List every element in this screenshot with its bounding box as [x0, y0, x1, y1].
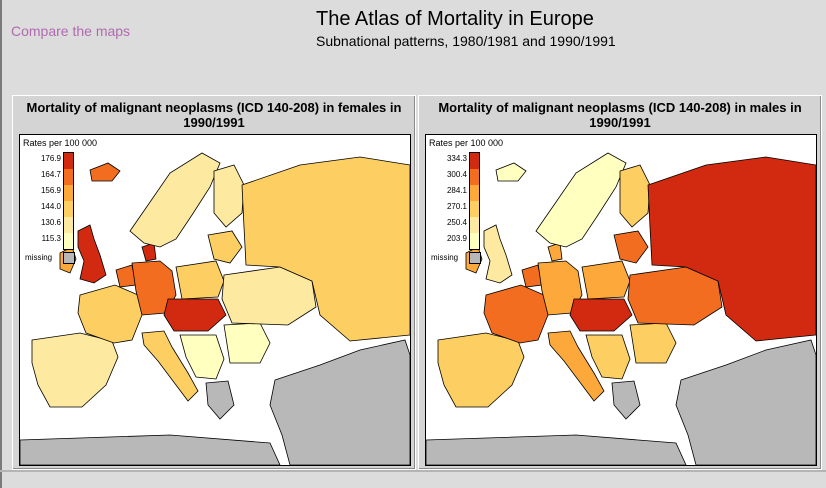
region-romania-bulgaria[interactable] [223, 322, 271, 364]
region-scandinavia[interactable] [535, 152, 627, 248]
legend-break-label: 144.0 [40, 202, 61, 211]
legend-break-label: 284.1 [446, 186, 467, 195]
europe-map-svg [20, 152, 410, 465]
legend-swatch [64, 169, 73, 185]
legend-swatch [470, 233, 479, 249]
region-iberia[interactable] [31, 332, 119, 408]
region-france[interactable] [77, 284, 143, 344]
choropleth-map-females[interactable]: Rates per 100 000 176.9 164.7 156.9 144.… [19, 134, 411, 466]
compare-maps-link[interactable]: Compare the maps [11, 23, 131, 39]
region-italy[interactable] [547, 330, 605, 402]
region-russia[interactable] [241, 156, 410, 342]
legend-missing-label: missing [25, 253, 53, 262]
region-greece[interactable] [611, 380, 641, 420]
region-iberia[interactable] [437, 332, 525, 408]
legend-title: Rates per 100 000 [429, 138, 504, 148]
map-legend: Rates per 100 000 176.9 164.7 156.9 144.… [23, 138, 97, 264]
legend-break-label: 250.4 [446, 218, 467, 227]
region-balkans[interactable] [585, 334, 631, 380]
legend-break-label: 270.1 [446, 202, 467, 211]
legend-missing-swatch [469, 252, 481, 264]
legend-break-label: 164.7 [40, 170, 61, 179]
region-finland[interactable] [213, 164, 245, 228]
legend-swatch [64, 217, 73, 233]
choropleth-map-males[interactable]: Rates per 100 000 334.3 300.4 284.1 270.… [425, 134, 817, 466]
region-greece[interactable] [205, 380, 235, 420]
legend-swatch [64, 153, 73, 169]
region-baltics[interactable] [613, 230, 649, 264]
legend-break-label: 130.6 [40, 218, 61, 227]
legend-break-label: 156.9 [40, 186, 61, 195]
region-uk[interactable] [483, 224, 513, 284]
region-turkey-caucasus[interactable] [269, 339, 410, 465]
page-subtitle: Subnational patterns, 1980/1981 and 1990… [316, 33, 616, 49]
region-iceland[interactable] [89, 162, 121, 182]
legend-missing-swatch [63, 252, 75, 264]
region-poland[interactable] [175, 260, 225, 300]
region-russia[interactable] [647, 156, 816, 342]
legend-swatch [470, 169, 479, 185]
legend-swatch [470, 153, 479, 169]
window-frame-left [0, 0, 2, 488]
map-title: Mortality of malignant neoplasms (ICD 14… [26, 100, 402, 130]
window-frame-bottom [0, 470, 826, 472]
legend-break-label: 203.9 [446, 234, 467, 243]
region-czech-hungary[interactable] [569, 298, 633, 332]
page-title: The Atlas of Mortality in Europe [316, 8, 594, 30]
legend-break-label: 334.3 [446, 154, 467, 163]
region-uk[interactable] [77, 224, 107, 284]
map-title: Mortality of malignant neoplasms (ICD 14… [438, 100, 802, 130]
map-panel-females: Mortality of malignant neoplasms (ICD 14… [12, 95, 416, 470]
map-legend: Rates per 100 000 334.3 300.4 284.1 270.… [429, 138, 503, 264]
legend-swatch [64, 185, 73, 201]
region-france[interactable] [483, 284, 549, 344]
legend-swatch [64, 201, 73, 217]
legend-color-ramp [469, 152, 480, 250]
region-baltics[interactable] [207, 230, 243, 264]
legend-break-label: 115.3 [41, 234, 61, 243]
legend-swatch [470, 185, 479, 201]
region-italy[interactable] [141, 330, 199, 402]
region-romania-bulgaria[interactable] [629, 322, 677, 364]
map-panel-males: Mortality of malignant neoplasms (ICD 14… [418, 95, 822, 470]
europe-map-svg [426, 152, 816, 465]
region-north-africa[interactable] [20, 434, 281, 465]
legend-title: Rates per 100 000 [23, 138, 98, 148]
legend-missing-label: missing [431, 253, 459, 262]
region-scandinavia[interactable] [129, 152, 221, 248]
region-poland[interactable] [581, 260, 631, 300]
legend-break-label: 176.9 [40, 154, 61, 163]
legend-swatch [64, 233, 73, 249]
region-balkans[interactable] [179, 334, 225, 380]
region-iceland[interactable] [495, 162, 527, 182]
region-czech-hungary[interactable] [163, 298, 227, 332]
region-turkey-caucasus[interactable] [675, 339, 816, 465]
legend-swatch [470, 217, 479, 233]
legend-swatch [470, 201, 479, 217]
legend-break-label: 300.4 [446, 170, 467, 179]
region-finland[interactable] [619, 164, 651, 228]
region-north-africa[interactable] [426, 434, 687, 465]
legend-color-ramp [63, 152, 74, 250]
